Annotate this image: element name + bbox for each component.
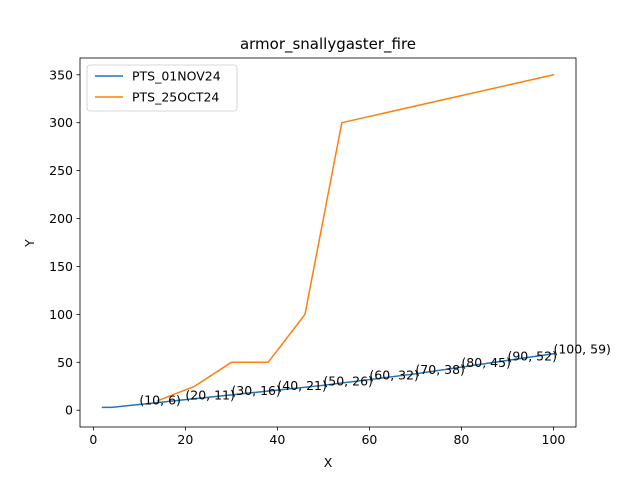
- x-tick-label-0: 0: [89, 432, 97, 447]
- data-label-1: (20, 11): [185, 388, 235, 403]
- y-tick-label-7: 350: [49, 67, 73, 82]
- legend: PTS_01NOV24 PTS_25OCT24: [86, 64, 238, 112]
- x-tick-label-3: 60: [361, 432, 377, 447]
- y-tick-label-1: 50: [57, 355, 73, 370]
- y-tick-label-4: 200: [49, 211, 73, 226]
- series-line-1: [156, 73, 555, 402]
- y-tick-label-5: 250: [49, 163, 73, 178]
- data-label-8: (90, 52): [507, 348, 557, 363]
- data-label-7: (80, 45): [461, 355, 511, 370]
- legend-box: [86, 64, 238, 112]
- data-label-9: (100, 59): [553, 342, 610, 357]
- data-label-4: (50, 26): [323, 373, 373, 388]
- y-tick-label-2: 100: [49, 307, 73, 322]
- y-axis-label: Y: [22, 239, 37, 248]
- x-tick-label-5: 100: [542, 432, 566, 447]
- x-tick-label-2: 40: [269, 432, 285, 447]
- x-tick-label-1: 20: [177, 432, 193, 447]
- y-tick-label-0: 0: [65, 403, 73, 418]
- data-label-6: (70, 38): [415, 362, 465, 377]
- chart-title: armor_snallygaster_fire: [240, 35, 416, 54]
- data-label-3: (40, 21): [277, 378, 327, 393]
- y-tick-label-3: 150: [49, 259, 73, 274]
- data-label-5: (60, 32): [369, 368, 419, 383]
- axes-frame: [79, 57, 577, 428]
- y-tick-label-6: 300: [49, 115, 73, 130]
- legend-entry-1: PTS_25OCT24: [132, 90, 219, 105]
- x-axis-label: X: [324, 455, 333, 470]
- series-line-0: [101, 352, 555, 409]
- legend-entry-0: PTS_01NOV24: [132, 69, 221, 84]
- plot-area: (10, 6) (20, 11)(30, 16)(40, 21)(50, 26)(…: [49, 57, 611, 447]
- data-label-2: (30, 16): [231, 383, 281, 398]
- data-label-0: (10, 6): [139, 392, 181, 407]
- x-tick-label-4: 80: [453, 432, 469, 447]
